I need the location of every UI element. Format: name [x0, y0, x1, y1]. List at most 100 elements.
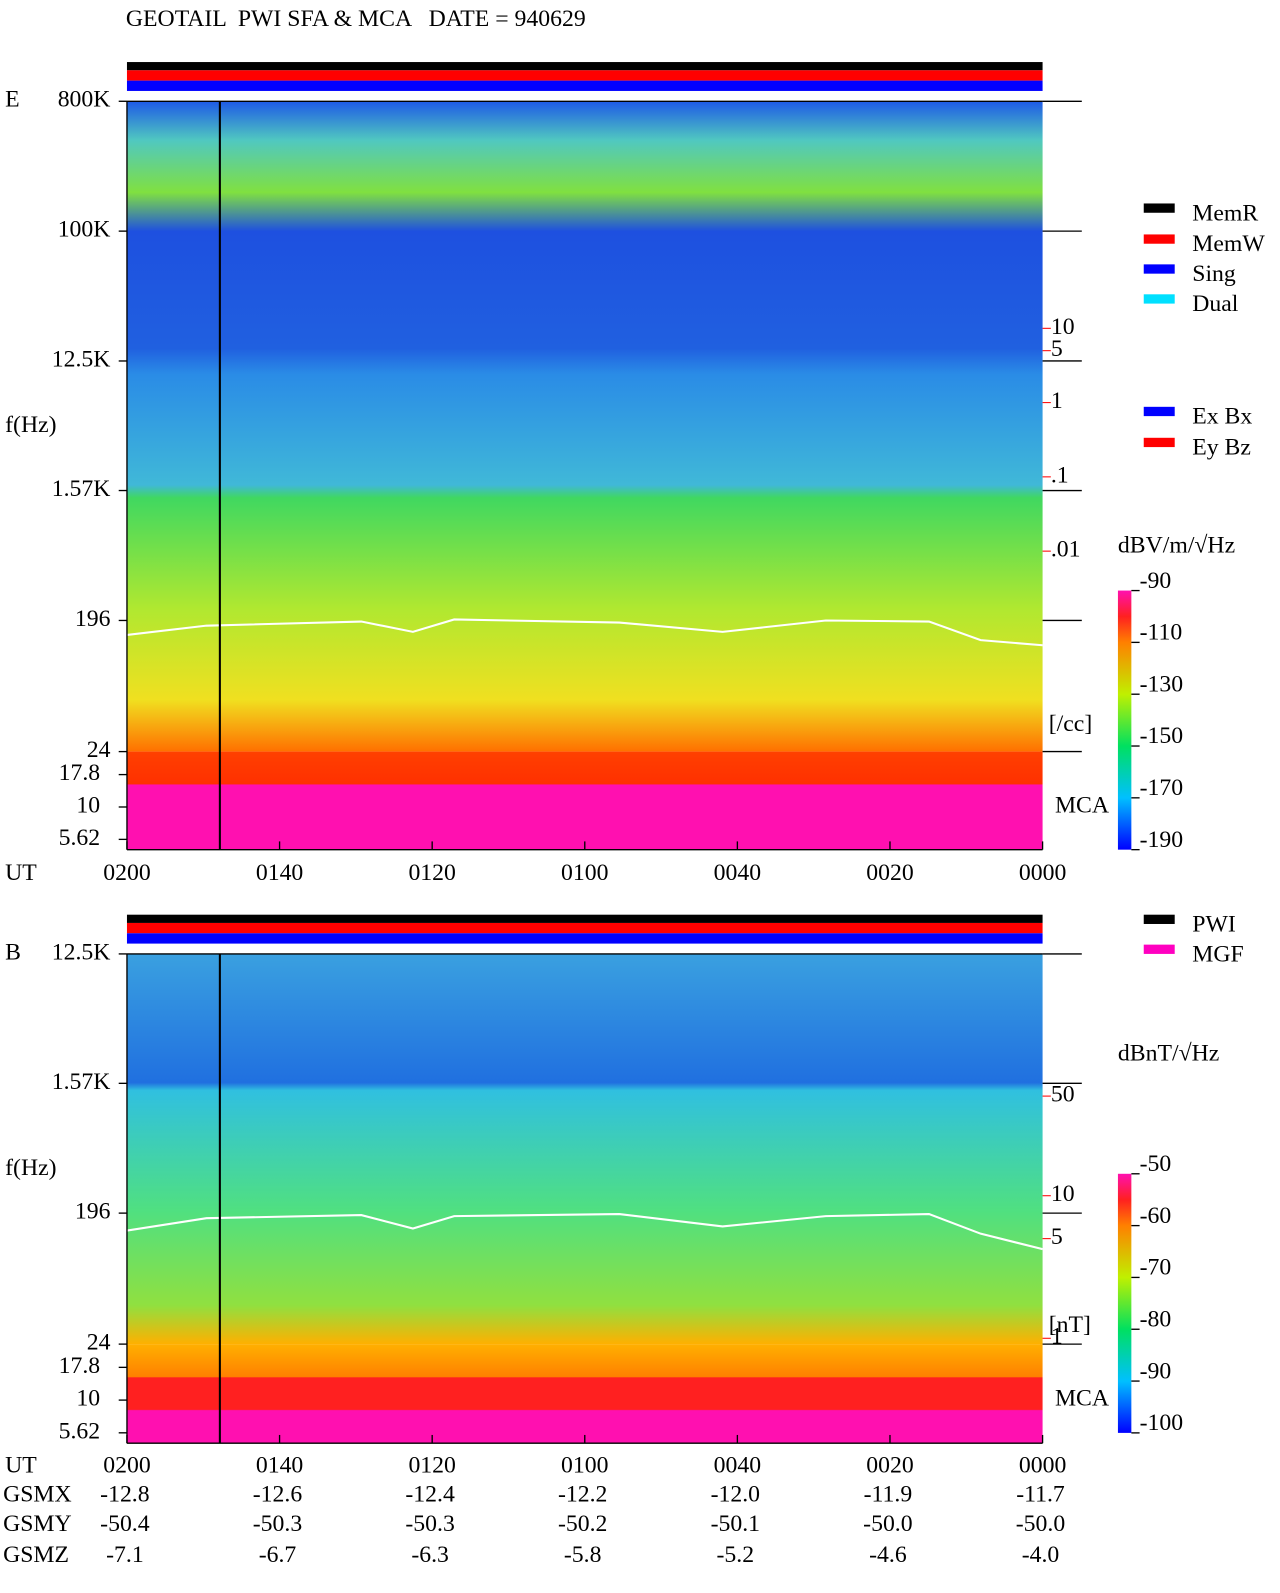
colorbar-tick-label: -50 [1140, 1151, 1172, 1177]
mca-label: MCA [1055, 1385, 1109, 1411]
colorbar-label: dBV/m/√Hz [1118, 533, 1235, 559]
y2-tick-label: 10 [1051, 314, 1075, 340]
panel-label: E [5, 87, 20, 113]
orbit-value: -11.7 [1016, 1481, 1065, 1507]
y-tick-label: 800K [58, 87, 111, 113]
y-axis-label: f(Hz) [5, 412, 56, 438]
colorbar [1117, 1173, 1132, 1433]
colorbar-tick-label: -80 [1140, 1306, 1172, 1332]
orbit-value: -4.0 [1022, 1542, 1060, 1568]
x-tick-label: 0100 [561, 1452, 608, 1478]
y2-tick-label: 1 [1051, 388, 1063, 414]
colorbar-tick-label: -70 [1140, 1255, 1172, 1281]
colorbar-tick-label: -170 [1140, 775, 1184, 801]
y-tick-label: 12.5K [52, 346, 111, 372]
x-tick-label: 0140 [256, 1452, 303, 1478]
legend-label: PWI [1192, 912, 1236, 938]
mca-tick-label: 17.8 [59, 760, 101, 786]
orbit-value: -50.0 [1016, 1511, 1065, 1537]
colorbar-tick-label: -100 [1140, 1410, 1184, 1436]
x-tick-label: 0020 [866, 1452, 913, 1478]
mca-tick-label: 10 [76, 1386, 100, 1412]
x-axis-label: UT [5, 1452, 37, 1478]
orbit-value: -12.8 [100, 1481, 149, 1507]
x-tick-label: 0100 [561, 860, 608, 886]
colorbar-tick-label: -150 [1140, 723, 1184, 749]
legend-swatch [1143, 234, 1175, 244]
x-tick-label: 0000 [1019, 1452, 1066, 1478]
colorbar-tick-label: -90 [1140, 568, 1172, 594]
colorbar-tick-label: -130 [1140, 671, 1184, 697]
orbit-value: -50.0 [863, 1511, 912, 1537]
orbit-value: -12.0 [711, 1481, 760, 1507]
orbit-row-label: GSMY [3, 1511, 72, 1537]
legend-label: Dual [1192, 291, 1239, 317]
y-tick-label: 24 [87, 737, 111, 763]
spectrogram-e [126, 62, 1043, 850]
legend-swatch [1143, 914, 1175, 924]
y-tick-label: 1.57K [52, 1069, 111, 1095]
y-tick-label: 196 [75, 1199, 111, 1225]
orbit-value: -5.8 [564, 1542, 602, 1568]
colorbar-tick-label: -190 [1140, 827, 1184, 853]
mca-label: MCA [1055, 792, 1109, 818]
y2-tick-label: 5 [1051, 1224, 1063, 1250]
legend-label: Sing [1192, 261, 1236, 287]
x-tick-label: 0000 [1019, 860, 1066, 886]
colorbar [1117, 590, 1132, 850]
y2-tick-label: .01 [1051, 537, 1081, 563]
spectrogram-b [126, 914, 1043, 1444]
orbit-value: -50.4 [100, 1511, 150, 1537]
orbit-row-label: GSMX [3, 1481, 72, 1507]
colorbar-tick-label: -60 [1140, 1203, 1172, 1229]
y2-tick-label: 1 [1051, 1324, 1063, 1350]
y-tick-label: 24 [87, 1330, 111, 1356]
orbit-value: -5.2 [717, 1542, 755, 1568]
orbit-value: -50.1 [711, 1511, 760, 1537]
colorbar-label: dBnT/√Hz [1118, 1041, 1219, 1067]
y2-tick-label: 10 [1051, 1181, 1075, 1207]
legend-swatch [1143, 437, 1175, 448]
orbit-value: -12.2 [558, 1481, 607, 1507]
legend-swatch [1143, 264, 1175, 274]
mca-tick-label: 10 [76, 792, 100, 818]
x-tick-label: 0040 [714, 860, 761, 886]
x-tick-label: 0120 [408, 1452, 455, 1478]
panel-label: B [5, 939, 21, 965]
legend-label: MemW [1192, 231, 1265, 257]
legend-label: Ex Bx [1192, 404, 1252, 430]
orbit-value: -50.3 [405, 1511, 454, 1537]
y-axis-label: f(Hz) [5, 1155, 56, 1181]
orbit-row-label: GSMZ [3, 1542, 69, 1568]
y-tick-label: 196 [75, 606, 111, 632]
x-tick-label: 0020 [866, 860, 913, 886]
orbit-value: -6.3 [411, 1542, 449, 1568]
y-tick-label: 12.5K [52, 939, 111, 965]
orbit-value: -6.7 [259, 1542, 297, 1568]
y2-axis-label: [/cc] [1049, 711, 1092, 737]
orbit-value: -12.6 [253, 1481, 303, 1507]
legend-label: Ey Bz [1192, 435, 1251, 461]
y2-tick-label: 50 [1051, 1082, 1075, 1108]
y-tick-label: 100K [58, 217, 111, 243]
x-tick-label: 0040 [714, 1452, 761, 1478]
orbit-value: -11.9 [864, 1481, 913, 1507]
colorbar-tick-label: -90 [1140, 1358, 1172, 1384]
colorbar-tick-label: -110 [1140, 620, 1183, 646]
mca-tick-label: 5.62 [59, 825, 101, 851]
y2-tick-label: 5 [1051, 336, 1063, 362]
orbit-value: -4.6 [869, 1542, 907, 1568]
legend-swatch [1143, 944, 1175, 954]
orbit-value: -7.1 [106, 1542, 144, 1568]
orbit-value: -12.4 [405, 1481, 455, 1507]
mca-tick-label: 17.8 [59, 1353, 101, 1379]
legend-label: MGF [1192, 941, 1243, 967]
legend-label: MemR [1192, 200, 1258, 226]
orbit-value: -50.3 [253, 1511, 302, 1537]
legend-swatch [1143, 406, 1175, 417]
y2-axis-label: [nT] [1049, 1312, 1091, 1338]
x-tick-label: 0140 [256, 860, 303, 886]
legend-swatch [1143, 294, 1175, 304]
legend-swatch [1143, 203, 1175, 213]
